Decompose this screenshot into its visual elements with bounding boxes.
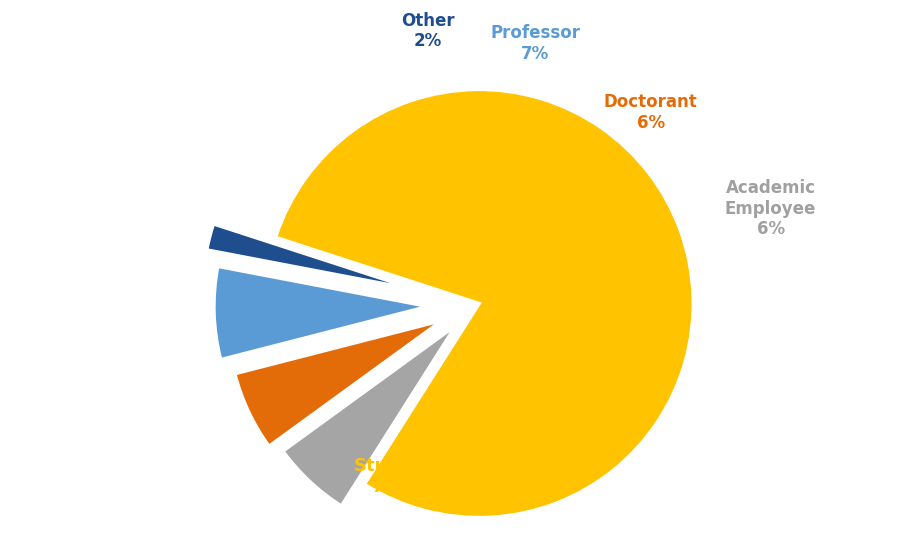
Text: Academic
Employee
6%: Academic Employee 6% — [724, 179, 816, 238]
Text: Professor
7%: Professor 7% — [491, 24, 580, 63]
Text: Student
79%: Student 79% — [354, 457, 434, 496]
Wedge shape — [283, 325, 456, 506]
Wedge shape — [235, 320, 442, 447]
Wedge shape — [207, 224, 417, 290]
Text: Doctorant
6%: Doctorant 6% — [604, 93, 698, 132]
Text: Other
2%: Other 2% — [401, 12, 454, 50]
Wedge shape — [214, 266, 428, 360]
Wedge shape — [275, 89, 693, 517]
